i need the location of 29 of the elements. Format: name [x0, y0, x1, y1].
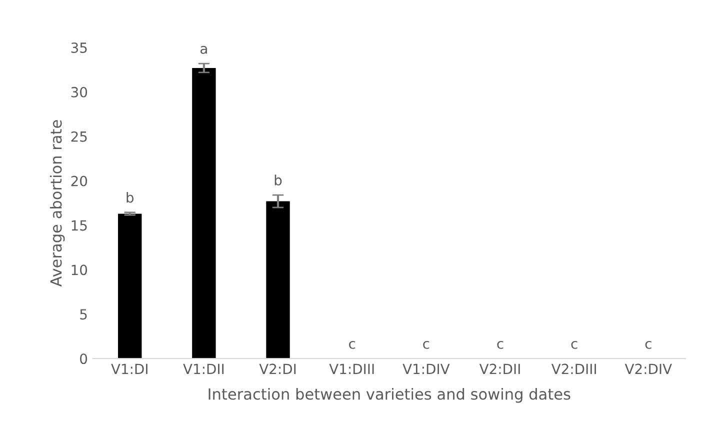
y-axis-title: Average abortion rate — [50, 120, 65, 287]
x-tick-label: V2:DI — [259, 364, 296, 374]
data-label: a — [200, 46, 207, 54]
data-label: b — [126, 192, 134, 203]
bar — [192, 68, 216, 359]
bar — [118, 214, 142, 359]
data-label: c — [645, 340, 652, 349]
x-tick-label: V1:DII — [183, 364, 224, 374]
y-tick-label: 15 — [72, 220, 87, 231]
x-tick-label: V1:DIII — [329, 364, 374, 374]
data-label: c — [497, 340, 504, 349]
data-label: c — [571, 340, 578, 349]
y-tick-label: 0 — [80, 354, 88, 364]
data-label: c — [349, 340, 356, 349]
y-tick-label: 5 — [80, 309, 87, 320]
data-label: c — [423, 340, 430, 349]
y-tick-label: 10 — [72, 264, 88, 276]
data-label: b — [274, 174, 282, 186]
x-tick-label: V1:DI — [111, 364, 148, 374]
x-tick-label: V1:DIV — [402, 364, 450, 374]
bar — [266, 201, 290, 359]
x-tick-label: V2:DIV — [624, 364, 672, 374]
y-tick-label: 20 — [71, 176, 88, 186]
x-tick-label: V2:DII — [479, 364, 520, 374]
x-axis-title: Interaction between varieties and sowing dates — [208, 388, 570, 403]
x-tick-label: V2:DIII — [551, 364, 596, 374]
y-tick-label: 30 — [71, 86, 88, 98]
y-tick-label: 25 — [71, 131, 87, 142]
y-tick-label: 35 — [71, 42, 87, 53]
